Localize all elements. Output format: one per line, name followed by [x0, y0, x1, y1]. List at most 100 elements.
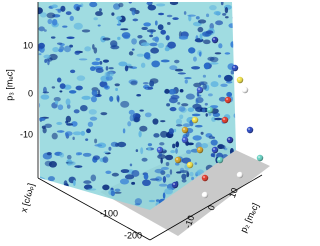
blob	[63, 45, 72, 53]
blob	[46, 12, 56, 19]
blob	[116, 23, 122, 26]
blob	[63, 180, 68, 187]
blob	[162, 192, 166, 199]
blob	[124, 174, 135, 180]
blob	[187, 14, 196, 17]
sphere-shade	[226, 136, 234, 144]
blob	[149, 80, 155, 87]
blob	[160, 157, 163, 164]
blob	[134, 203, 141, 206]
horizontal-axis	[149, 174, 263, 241]
blob	[142, 81, 149, 85]
blob	[52, 18, 58, 26]
sphere-shade	[231, 64, 239, 72]
tick-label: -10	[20, 129, 33, 139]
blob	[147, 4, 157, 11]
blob	[87, 121, 94, 127]
blob	[133, 116, 140, 123]
blob	[72, 136, 75, 141]
blob	[169, 106, 177, 112]
blob	[58, 48, 64, 53]
blob	[70, 203, 80, 208]
blob	[114, 83, 120, 87]
blob	[52, 46, 60, 53]
blob	[90, 95, 97, 103]
blob	[68, 90, 77, 94]
blob	[119, 178, 130, 185]
blob	[73, 109, 80, 114]
blob	[147, 143, 153, 147]
blob	[160, 29, 167, 35]
blob	[165, 154, 174, 161]
blob	[50, 36, 56, 39]
blob	[166, 14, 173, 18]
blob	[91, 61, 101, 66]
blob	[187, 107, 195, 113]
blob	[102, 184, 110, 191]
blob	[202, 84, 207, 90]
blob	[193, 56, 197, 62]
blob	[76, 6, 80, 12]
sphere-shade	[241, 86, 249, 94]
blob	[105, 170, 112, 174]
blob	[233, 8, 236, 12]
blob	[220, 2, 224, 6]
blob	[166, 103, 171, 107]
blob	[214, 52, 222, 55]
blob	[224, 74, 233, 82]
sphere-layer	[156, 36, 264, 199]
blob	[169, 169, 173, 175]
blob	[210, 139, 218, 146]
blob	[168, 128, 175, 135]
blob	[199, 33, 203, 40]
blob	[76, 75, 86, 81]
blob	[111, 12, 115, 16]
blob	[175, 141, 180, 148]
sphere-shade	[181, 136, 189, 144]
blob	[77, 152, 83, 156]
blob	[38, 26, 45, 32]
blob	[65, 98, 71, 106]
sphere-shade	[191, 116, 199, 124]
blob	[131, 181, 136, 185]
blob	[111, 172, 119, 177]
blob	[205, 113, 208, 117]
blob	[54, 100, 59, 105]
blob	[50, 195, 59, 199]
blob	[205, 13, 210, 18]
blob	[200, 81, 205, 85]
blob	[191, 66, 201, 70]
blob	[143, 52, 151, 59]
sphere-shade	[224, 96, 232, 104]
depth-axis	[37, 177, 151, 241]
blob	[90, 174, 97, 182]
blob	[83, 180, 92, 184]
blob	[94, 144, 103, 147]
blob	[141, 26, 148, 31]
axis-label: p₃ [mₑc]	[4, 69, 14, 101]
blob	[100, 112, 108, 116]
blob	[47, 59, 50, 66]
blob	[95, 67, 104, 74]
blob	[44, 123, 53, 128]
tick-label: 10	[23, 40, 33, 50]
blob	[195, 171, 201, 175]
blob	[53, 96, 61, 102]
blob	[165, 35, 170, 41]
blob	[51, 4, 58, 9]
blob	[38, 193, 41, 197]
blob	[172, 143, 176, 149]
blob	[127, 121, 132, 127]
blob	[178, 106, 186, 112]
blob	[167, 41, 176, 49]
blob	[181, 178, 187, 183]
blob	[148, 199, 156, 203]
blob	[137, 35, 143, 39]
blob	[66, 154, 72, 160]
sphere-shade	[196, 146, 204, 154]
blob	[140, 62, 146, 68]
blob	[65, 11, 72, 16]
blob	[182, 123, 191, 128]
sphere-shade	[211, 36, 219, 44]
blob	[117, 36, 121, 41]
